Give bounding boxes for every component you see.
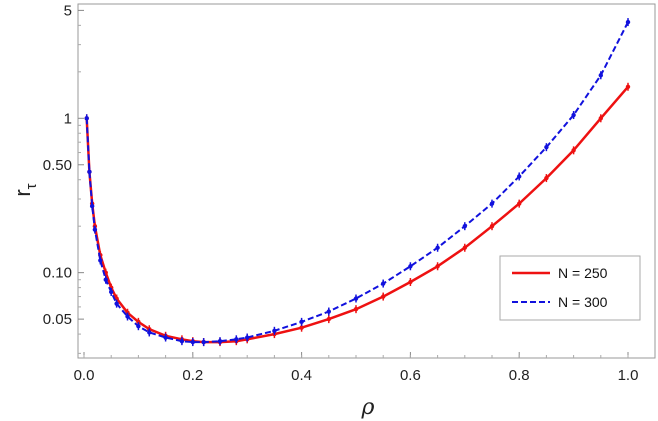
data-point: [625, 19, 631, 25]
x-tick-label: 0.4: [291, 367, 312, 384]
legend-box: [499, 255, 641, 321]
data-point: [544, 175, 549, 181]
data-point: [598, 116, 603, 121]
x-tick-label: 1.0: [618, 367, 639, 384]
y-axis-label: rτ: [10, 183, 40, 196]
data-point: [571, 148, 576, 153]
data-point: [435, 264, 440, 269]
data-point: [179, 338, 185, 344]
data-point: [272, 328, 277, 334]
series-layer: [84, 18, 631, 347]
legend-label-n300: N = 300: [558, 294, 608, 310]
y-tick-label: 0.10: [43, 265, 72, 282]
data-point: [84, 116, 89, 121]
data-point: [408, 264, 413, 269]
data-point: [544, 144, 549, 150]
legend-label-n250: N = 250: [558, 265, 608, 281]
data-point: [217, 338, 223, 344]
data-point: [92, 227, 98, 232]
y-axis-label-group: rτ: [10, 183, 40, 196]
y-tick-label: 0.05: [43, 311, 72, 328]
data-point: [163, 335, 168, 340]
plot-area: [77, 3, 656, 359]
data-point: [353, 306, 359, 312]
data-point: [136, 323, 141, 329]
data-point: [326, 316, 331, 322]
data-point: [147, 330, 152, 335]
data-point: [408, 279, 413, 285]
data-point: [190, 339, 195, 345]
data-point: [136, 319, 141, 325]
x-tick-label: 0.8: [509, 367, 530, 384]
series-line-n300: [85, 21, 629, 344]
data-point: [245, 335, 250, 340]
data-point: [353, 296, 359, 301]
x-tick-label: 0.0: [74, 367, 95, 384]
data-point: [326, 309, 331, 314]
data-point: [517, 201, 522, 206]
data-point: [517, 174, 522, 179]
data-point: [489, 201, 495, 206]
data-point: [598, 73, 603, 78]
data-point: [125, 314, 130, 319]
data-point: [381, 281, 386, 286]
data-point: [114, 301, 119, 306]
data-point: [103, 277, 108, 282]
series-line-n250: [85, 85, 629, 344]
data-point: [489, 223, 495, 229]
y-tick-label: 5: [64, 2, 72, 19]
data-point: [98, 258, 103, 263]
data-point: [201, 339, 206, 345]
data-point: [381, 294, 386, 299]
data-point: [435, 245, 440, 250]
x-tick-label: 0.2: [182, 367, 203, 384]
data-point: [299, 319, 304, 325]
axes: 0.0 0.2 0.4 0.6 0.8 1.0 0.05 0.10 0.50 1 5: [43, 2, 639, 384]
data-point: [87, 169, 92, 175]
x-tick-label: 0.6: [400, 367, 421, 384]
y-axis-label-subscript: τ: [23, 183, 40, 189]
legend: N = 250 N = 300: [499, 255, 641, 321]
data-point: [625, 84, 631, 89]
x-axis-label: ρ: [361, 395, 375, 420]
data-point: [89, 203, 95, 209]
plot-frame: [77, 3, 656, 359]
y-tick-label: 0.50: [43, 157, 72, 174]
y-axis-label-main: r: [10, 189, 35, 196]
data-point: [234, 337, 239, 342]
data-point: [462, 223, 467, 229]
data-point: [462, 245, 467, 250]
data-point: [571, 112, 576, 118]
data-point: [109, 289, 114, 295]
y-tick-label: 1: [64, 110, 72, 127]
data-point: [299, 325, 304, 330]
